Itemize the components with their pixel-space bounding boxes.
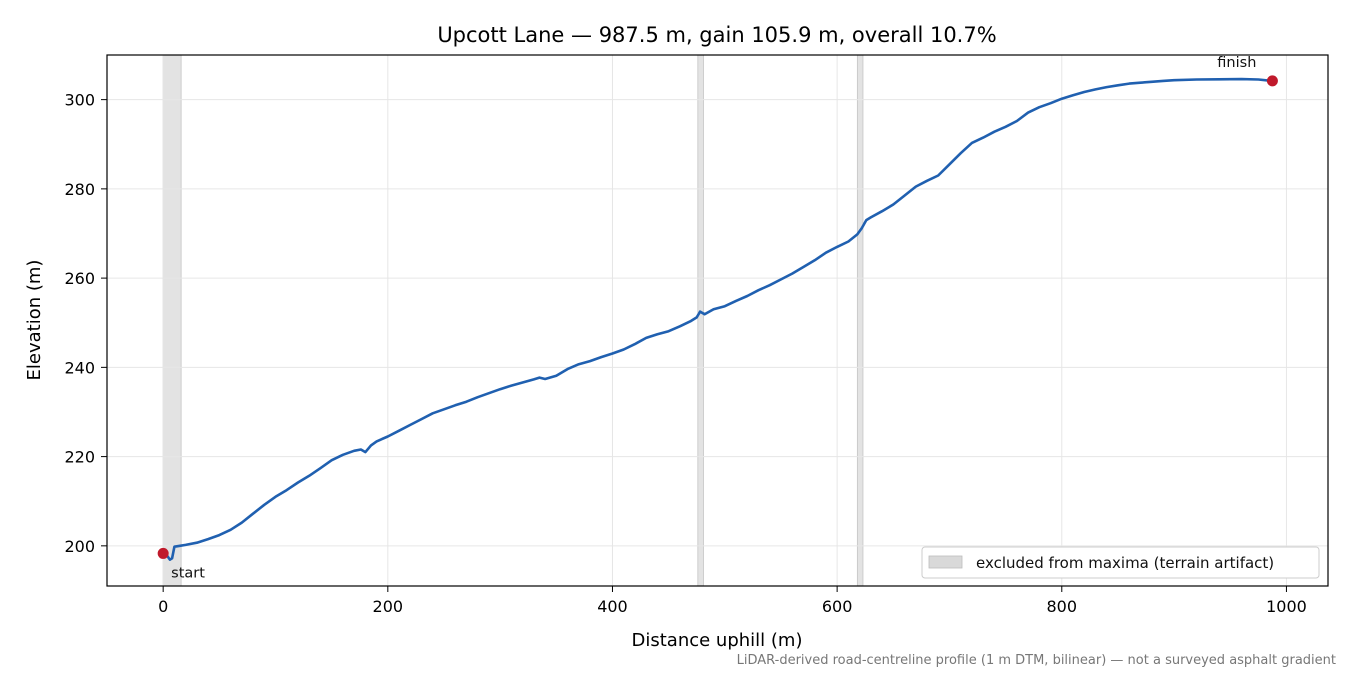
- y-tick-label: 200: [64, 537, 95, 556]
- chart-title: Upcott Lane — 987.5 m, gain 105.9 m, ove…: [437, 23, 996, 47]
- excluded-band-2: [856, 54, 864, 587]
- legend-label: excluded from maxima (terrain artifact): [976, 554, 1274, 572]
- elevation-line: [161, 77, 1274, 562]
- plot-frame: [106, 54, 1329, 587]
- y-tick-label: 280: [64, 180, 95, 199]
- legend-swatch: [928, 555, 963, 569]
- start-marker: [157, 547, 169, 559]
- x-tick-label: 600: [822, 597, 853, 616]
- finish-annotation: finish: [1217, 55, 1256, 71]
- x-tick-label: 1000: [1266, 597, 1307, 616]
- x-tick-label: 800: [1047, 597, 1078, 616]
- y-tick-label: 300: [64, 91, 95, 110]
- y-tick-label: 260: [64, 269, 95, 288]
- x-tick-label: 200: [373, 597, 404, 616]
- legend-box: [921, 546, 1320, 579]
- y-tick-label: 240: [64, 358, 95, 377]
- excluded-band-1: [697, 54, 704, 587]
- legend: excluded from maxima (terrain artifact): [921, 546, 1320, 579]
- excluded-band-0: [162, 54, 182, 587]
- start-annotation: start: [171, 565, 205, 581]
- x-tick-label: 0: [158, 597, 168, 616]
- y-tick-label: 220: [64, 448, 95, 467]
- y-axis-label: Elevation (m): [24, 260, 45, 381]
- x-axis-label: Distance uphill (m): [632, 630, 803, 651]
- x-tick-label: 400: [597, 597, 628, 616]
- footnote: LiDAR-derived road-centreline profile (1…: [737, 653, 1336, 668]
- finish-marker: [1266, 75, 1278, 87]
